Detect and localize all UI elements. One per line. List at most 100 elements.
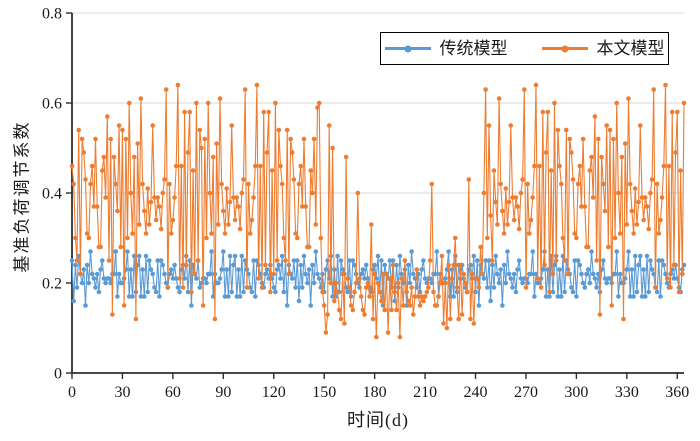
data-point-proposed-model (332, 298, 337, 304)
series-proposed-model (69, 82, 687, 340)
data-point-proposed-model (135, 141, 140, 146)
data-point-traditional-model (175, 285, 181, 290)
data-point-traditional-model (555, 294, 561, 299)
data-point-traditional-model (98, 267, 103, 272)
data-point-proposed-model (638, 123, 643, 128)
y-tick-label: 0.8 (42, 6, 62, 23)
data-point-traditional-model (271, 285, 277, 290)
data-point-proposed-model (239, 190, 245, 196)
data-point-traditional-model (300, 285, 305, 290)
data-point-proposed-model (147, 222, 152, 227)
data-point-traditional-model (204, 280, 209, 286)
data-point-proposed-model (73, 235, 78, 241)
data-point-proposed-model (274, 258, 280, 263)
data-point-proposed-model (627, 181, 633, 187)
data-point-proposed-model (337, 307, 342, 313)
data-point-proposed-model (316, 100, 322, 106)
data-point-traditional-model (234, 294, 240, 299)
data-point-proposed-model (358, 294, 364, 299)
data-point-proposed-model (518, 190, 524, 196)
data-point-proposed-model (511, 217, 517, 223)
data-point-traditional-model (627, 294, 633, 299)
data-point-traditional-model (501, 262, 507, 268)
data-point-proposed-model (485, 235, 490, 241)
data-point-traditional-model (352, 262, 357, 268)
data-point-proposed-model (296, 181, 302, 187)
data-point-proposed-model (626, 96, 631, 101)
data-point-proposed-model (121, 303, 127, 308)
data-point-proposed-model (675, 109, 680, 115)
data-point-proposed-model (609, 303, 614, 308)
data-point-traditional-model (219, 267, 224, 272)
data-point-traditional-model (614, 249, 619, 254)
data-point-traditional-model (654, 289, 660, 295)
data-point-proposed-model (242, 87, 248, 92)
data-point-proposed-model (575, 181, 581, 187)
data-point-proposed-model (395, 280, 401, 286)
x-tick-label: 150 (312, 384, 336, 401)
data-point-proposed-model (105, 114, 110, 119)
data-point-proposed-model (251, 195, 256, 200)
data-point-proposed-model (103, 195, 108, 200)
data-point-proposed-model (649, 177, 655, 182)
data-point-proposed-model (231, 195, 236, 200)
data-point-traditional-model (446, 249, 451, 254)
data-point-traditional-model (511, 271, 517, 277)
data-point-proposed-model (74, 258, 80, 263)
data-point-traditional-model (434, 249, 440, 254)
data-point-proposed-model (621, 316, 626, 322)
data-point-proposed-model (577, 163, 583, 169)
data-point-proposed-model (449, 276, 455, 281)
data-point-proposed-model (456, 316, 462, 322)
data-point-proposed-model (528, 217, 534, 223)
data-point-traditional-model (392, 298, 398, 304)
data-point-traditional-model (390, 258, 396, 263)
data-point-traditional-model (562, 289, 567, 295)
data-point-traditional-model (84, 262, 90, 268)
data-point-proposed-model (397, 334, 403, 340)
data-point-traditional-model (649, 267, 655, 272)
data-point-proposed-model (392, 289, 398, 295)
data-point-proposed-model (237, 226, 243, 232)
data-point-proposed-model (207, 190, 213, 196)
data-point-proposed-model (163, 87, 169, 92)
data-point-proposed-model (353, 280, 359, 286)
data-point-proposed-model (490, 258, 495, 263)
data-point-traditional-model (308, 303, 314, 308)
data-point-traditional-model (631, 294, 636, 299)
data-point-proposed-model (264, 150, 270, 155)
data-point-traditional-model (632, 253, 638, 259)
data-point-proposed-model (369, 222, 374, 227)
data-point-proposed-model (145, 186, 150, 191)
data-point-proposed-model (362, 312, 367, 317)
data-point-traditional-model (278, 276, 283, 281)
data-point-traditional-model (594, 285, 599, 290)
series-line-proposed-model (71, 84, 685, 338)
data-point-proposed-model (525, 181, 530, 187)
data-point-traditional-model (417, 289, 423, 295)
data-point-traditional-model (528, 271, 534, 277)
data-point-proposed-model (466, 177, 472, 182)
data-point-proposed-model (671, 262, 677, 268)
data-point-proposed-model (666, 163, 672, 169)
data-point-traditional-model (81, 267, 87, 272)
data-point-proposed-model (619, 154, 625, 160)
data-point-proposed-model (491, 168, 497, 173)
data-point-proposed-model (478, 244, 483, 250)
data-point-traditional-model (137, 253, 142, 259)
data-point-proposed-model (370, 316, 376, 322)
data-point-proposed-model (493, 199, 499, 205)
data-point-proposed-model (606, 244, 611, 250)
data-point-proposed-model (634, 222, 640, 227)
data-point-proposed-model (261, 109, 267, 115)
data-point-proposed-model (179, 163, 184, 169)
data-point-proposed-model (678, 168, 683, 173)
data-point-traditional-model (221, 249, 226, 254)
data-point-proposed-model (495, 222, 500, 227)
data-point-proposed-model (540, 109, 546, 115)
data-point-traditional-model (100, 258, 105, 263)
data-point-proposed-model (602, 208, 608, 214)
data-point-proposed-model (601, 181, 606, 187)
data-point-proposed-model (557, 163, 562, 169)
data-point-traditional-model (510, 285, 515, 290)
